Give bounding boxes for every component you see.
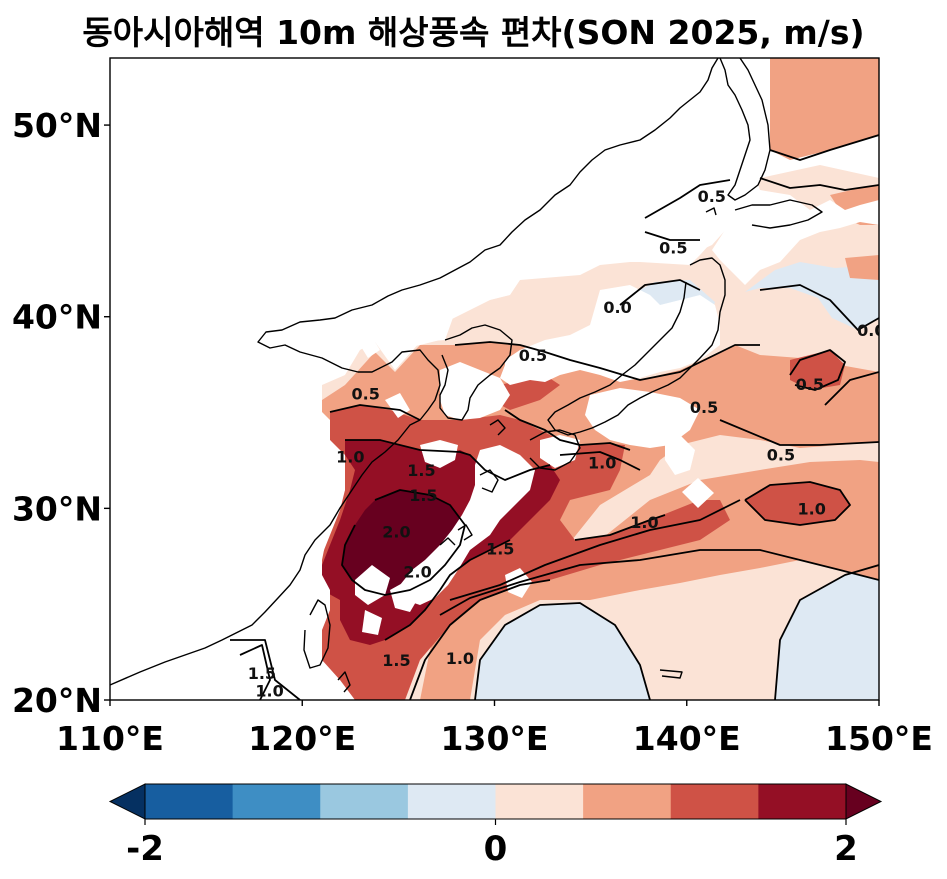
contour-lines: [230, 134, 879, 700]
contour-label: 1.0: [255, 681, 283, 700]
colorbar-extend-high: [845, 783, 883, 820]
contour-label: 1.0: [798, 499, 826, 518]
x-tick-label: 140°E: [633, 719, 741, 758]
contour-label: 0.5: [767, 446, 795, 465]
map-title: 동아시아해역 10m 해상풍속 편차(SON 2025, m/s): [82, 13, 865, 52]
colorbar-segment: [320, 784, 409, 819]
x-tick-label: 150°E: [825, 719, 933, 758]
colorbar-segment: [145, 784, 234, 819]
contour-label: 1.5: [382, 651, 410, 670]
map-plot-area: 0.50.50.00.00.50.50.50.50.51.01.5 1.01.52…: [110, 58, 885, 700]
contour-label: 0.5: [690, 398, 718, 417]
colorbar-tick-label: -2: [126, 829, 164, 869]
colorbar-extend-low: [108, 783, 146, 820]
x-tick-label: 120°E: [248, 719, 356, 758]
x-tick-label: 110°E: [56, 719, 164, 758]
contour-label: 0.5: [796, 375, 824, 394]
contour-label: 1.5: [248, 664, 276, 683]
contour-label: 1.5: [486, 540, 514, 559]
coastlines: [110, 58, 823, 693]
y-tick-label: 30°N: [12, 489, 102, 528]
contour-label: 0.5: [352, 384, 380, 403]
contour-label: 0.5: [519, 346, 547, 365]
colorbar-segment: [583, 784, 672, 819]
contour-label: 0.0: [857, 321, 885, 340]
colorbar-tick-label: 2: [834, 829, 858, 869]
contour-label: 0.5: [659, 239, 687, 258]
contour-label: 2.0: [382, 522, 410, 541]
contour-label: 1.0: [588, 453, 616, 472]
y-tick-label: 50°N: [12, 106, 102, 145]
colorbar-segment: [670, 784, 759, 819]
colorbar-segment: [407, 784, 496, 819]
contour-label: 2.0: [403, 563, 431, 582]
land-mask: [110, 58, 879, 700]
contour-labels: 0.50.50.00.00.50.50.50.50.51.01.5 1.01.52…: [248, 187, 885, 700]
y-tick-label: 40°N: [12, 298, 102, 337]
colorbar-segment: [495, 784, 584, 819]
y-tick-label: 20°N: [12, 681, 102, 720]
contour-label: 1.5: [407, 461, 435, 480]
x-tick-label: 130°E: [441, 719, 549, 758]
contour-label: 1.0: [336, 448, 364, 467]
colorbar-segment: [232, 784, 321, 819]
contour-label: 1.5: [409, 486, 437, 505]
contour-label: 1.0: [630, 513, 658, 532]
colorbar-segment: [758, 784, 847, 819]
y-axis-ticks: 20°N 30°N 40°N 50°N: [12, 106, 110, 720]
x-axis-ticks: 110°E 120°E 130°E 140°E 150°E: [56, 700, 933, 758]
contour-label: 0.0: [603, 298, 631, 317]
contour-label: 1.0: [446, 649, 474, 668]
colorbar-tick-label: 0: [484, 829, 508, 869]
colorbar: -2 0 2: [108, 783, 883, 869]
contour-label: 0.5: [698, 187, 726, 206]
